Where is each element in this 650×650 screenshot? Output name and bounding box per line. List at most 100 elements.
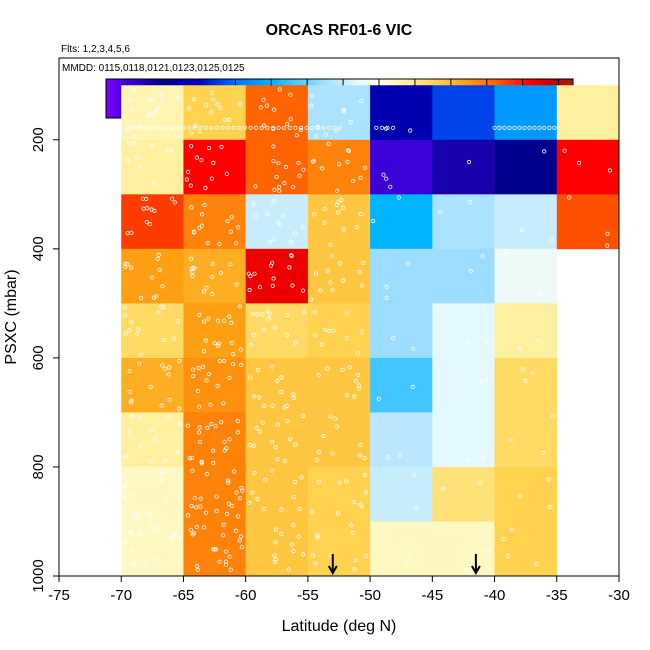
observation-point xyxy=(485,378,490,383)
observation-point xyxy=(159,89,164,95)
observation-point xyxy=(224,171,229,176)
observation-point xyxy=(190,265,195,270)
observation-point xyxy=(542,149,547,154)
observation-point xyxy=(161,468,166,474)
observation-point xyxy=(301,167,306,172)
observation-point xyxy=(175,318,180,324)
track-point xyxy=(254,125,259,130)
mmdd-label: MMDD: 0115,0118,0121,0123,0125,0125 xyxy=(62,63,245,74)
observation-point xyxy=(166,372,171,377)
observation-point xyxy=(540,450,546,455)
observation-point xyxy=(228,262,233,267)
observation-point xyxy=(381,172,386,177)
observation-point xyxy=(125,231,130,236)
observation-point xyxy=(272,325,278,330)
observation-point xyxy=(325,268,330,273)
observation-point xyxy=(195,567,200,573)
observation-point xyxy=(127,389,132,394)
observation-point xyxy=(206,371,211,377)
observation-point xyxy=(160,363,165,368)
observation-point xyxy=(122,495,127,501)
observation-point xyxy=(348,523,354,528)
observation-point xyxy=(344,479,349,484)
observation-point xyxy=(252,271,257,276)
observation-point xyxy=(292,494,297,500)
heatmap-cell xyxy=(183,357,247,413)
y-tick-label: 600 xyxy=(30,345,47,370)
observation-point xyxy=(341,227,346,232)
observation-point xyxy=(217,358,222,364)
observation-point xyxy=(358,442,363,447)
observation-point xyxy=(134,331,140,336)
observation-point xyxy=(199,212,205,217)
observation-point xyxy=(191,373,196,379)
observation-point xyxy=(339,197,344,202)
observation-point xyxy=(390,336,396,341)
observation-point xyxy=(319,342,324,347)
observation-point xyxy=(128,531,133,536)
observation-point xyxy=(520,367,525,372)
observation-point xyxy=(137,361,142,366)
observation-point xyxy=(271,107,277,112)
observation-point xyxy=(271,199,276,204)
heatmap-cell xyxy=(245,139,309,195)
observation-point xyxy=(148,427,153,432)
observation-point xyxy=(292,231,298,236)
observation-point xyxy=(264,103,269,108)
observation-point xyxy=(197,225,202,230)
observation-point xyxy=(345,159,350,164)
track-point xyxy=(287,125,292,130)
observation-point xyxy=(294,133,299,138)
track-point xyxy=(537,125,542,130)
observation-point xyxy=(310,159,315,164)
observation-point xyxy=(160,284,165,289)
observation-point xyxy=(357,269,362,274)
observation-point xyxy=(276,161,281,166)
observation-point xyxy=(126,141,131,146)
x-tick-label: -35 xyxy=(546,587,568,604)
observation-point xyxy=(340,205,345,210)
observation-point xyxy=(238,534,243,539)
observation-point xyxy=(276,220,281,225)
track-point xyxy=(198,125,203,130)
observation-point xyxy=(144,196,149,201)
arrow-head xyxy=(471,565,481,576)
observation-point xyxy=(299,475,304,480)
heatmap-cell xyxy=(432,357,495,413)
observation-point xyxy=(214,494,219,499)
x-tick-label: -70 xyxy=(110,587,132,604)
observation-point xyxy=(209,110,214,115)
observation-point xyxy=(522,378,528,383)
observation-point xyxy=(315,535,320,540)
observation-point xyxy=(280,213,286,219)
observation-point xyxy=(353,558,358,563)
observation-point xyxy=(352,566,357,572)
observation-point xyxy=(205,241,210,246)
observation-point xyxy=(138,443,143,448)
observation-point xyxy=(479,379,484,384)
observation-point xyxy=(292,479,297,484)
heatmap-cell xyxy=(307,248,371,304)
observation-point xyxy=(309,103,314,108)
observation-point xyxy=(285,121,290,127)
observation-point xyxy=(124,453,129,458)
observation-point xyxy=(212,547,217,552)
track-point xyxy=(512,125,517,130)
observation-point xyxy=(275,422,280,427)
observation-point xyxy=(217,242,222,247)
observation-point xyxy=(155,106,160,111)
observation-point xyxy=(335,511,341,516)
observation-point xyxy=(550,414,556,419)
heatmap-cell xyxy=(307,139,371,195)
observation-point xyxy=(313,271,319,276)
observation-point xyxy=(362,165,367,170)
track-point xyxy=(282,125,287,130)
observation-point xyxy=(355,350,361,355)
x-axis: -75 -70 -65 -60 -55 -50 -45 -40 -35 -30 xyxy=(48,576,630,604)
heatmap-cell xyxy=(432,466,495,522)
chart-title: ORCAS RF01-6 VIC xyxy=(266,22,413,39)
observation-point xyxy=(226,501,231,506)
observation-point xyxy=(322,327,327,332)
heatmap-cell xyxy=(307,194,371,250)
observation-point xyxy=(309,509,315,514)
